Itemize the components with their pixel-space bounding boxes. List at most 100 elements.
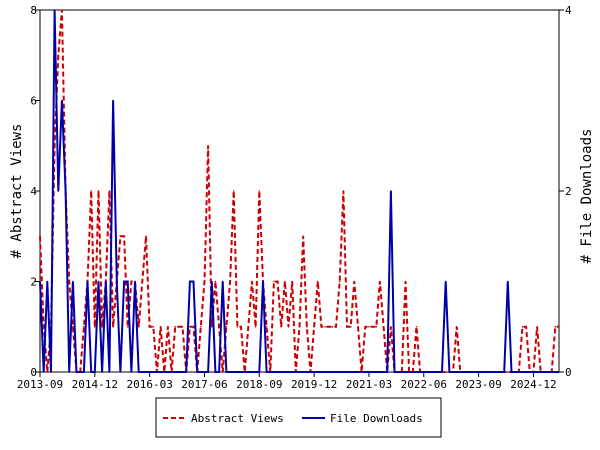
x-tick-label-7: 2022-06 <box>401 378 447 391</box>
point-abstract-views-76 <box>317 280 319 283</box>
point-abstract-views-132 <box>521 326 524 328</box>
point-file-downloads-114 <box>455 371 458 373</box>
point-abstract-views-12 <box>83 326 85 328</box>
point-file-downloads-66 <box>280 371 283 373</box>
point-file-downloads-65 <box>276 371 279 373</box>
point-file-downloads-7 <box>64 190 67 192</box>
point-abstract-views-46 <box>207 145 209 147</box>
point-abstract-views-24 <box>126 326 129 328</box>
point-file-downloads-68 <box>287 371 290 373</box>
point-file-downloads-80 <box>331 371 334 373</box>
point-file-downloads-93 <box>379 371 381 373</box>
point-file-downloads-81 <box>335 371 337 373</box>
point-file-downloads-106 <box>426 371 429 373</box>
point-abstract-views-8 <box>68 280 70 283</box>
point-file-downloads-123 <box>488 371 491 373</box>
point-file-downloads-23 <box>123 280 125 283</box>
point-file-downloads-122 <box>485 371 487 373</box>
point-file-downloads-139 <box>547 371 549 373</box>
point-abstract-views-47 <box>211 326 213 328</box>
point-abstract-views-64 <box>273 280 275 283</box>
point-abstract-views-25 <box>130 280 133 283</box>
point-abstract-views-84 <box>346 326 348 328</box>
point-file-downloads-14 <box>90 371 92 373</box>
point-file-downloads-129 <box>510 371 513 373</box>
point-abstract-views-42 <box>192 326 195 328</box>
point-file-downloads-70 <box>295 371 297 373</box>
point-abstract-views-33 <box>159 326 162 328</box>
y-right-tick-label-0: 0 <box>565 366 572 379</box>
y-axis-right-title: # File Downloads <box>579 129 595 264</box>
point-file-downloads-51 <box>225 371 228 373</box>
point-file-downloads-140 <box>550 371 553 373</box>
point-file-downloads-56 <box>243 371 246 373</box>
legend-label-abstract-views: Abstract Views <box>191 412 284 425</box>
point-file-downloads-28 <box>141 371 144 373</box>
point-file-downloads-112 <box>448 371 451 373</box>
point-abstract-views-45 <box>203 280 206 283</box>
point-abstract-views-52 <box>229 280 231 283</box>
point-file-downloads-103 <box>415 371 418 373</box>
point-abstract-views-57 <box>247 326 250 328</box>
point-abstract-views-62 <box>265 326 268 328</box>
point-file-downloads-97 <box>393 371 396 373</box>
point-file-downloads-46 <box>207 371 209 373</box>
point-file-downloads-52 <box>229 371 231 373</box>
point-abstract-views-38 <box>178 326 180 328</box>
point-file-downloads-121 <box>481 371 484 373</box>
point-file-downloads-47 <box>211 280 213 283</box>
point-file-downloads-36 <box>170 371 173 373</box>
point-file-downloads-113 <box>452 371 454 373</box>
point-file-downloads-126 <box>499 371 502 373</box>
point-abstract-views-28 <box>141 280 144 283</box>
point-file-downloads-29 <box>145 371 147 373</box>
point-file-downloads-133 <box>525 371 527 373</box>
point-file-downloads-53 <box>232 371 235 373</box>
point-abstract-views-39 <box>181 326 184 328</box>
point-abstract-views-1 <box>42 326 45 328</box>
y-left-tick-label-3: 6 <box>30 95 37 108</box>
point-abstract-views-111 <box>444 371 447 373</box>
point-file-downloads-100 <box>404 371 407 373</box>
point-abstract-views-114 <box>455 326 458 328</box>
point-file-downloads-107 <box>430 371 432 373</box>
point-file-downloads-21 <box>116 280 118 283</box>
point-abstract-views-96 <box>390 326 392 328</box>
point-file-downloads-3 <box>50 371 52 373</box>
point-file-downloads-96 <box>390 190 392 192</box>
point-abstract-views-44 <box>200 326 202 328</box>
point-file-downloads-39 <box>181 371 184 373</box>
point-file-downloads-13 <box>86 280 89 283</box>
point-abstract-views-85 <box>349 326 352 328</box>
point-abstract-views-31 <box>152 326 155 328</box>
point-abstract-views-20 <box>112 326 114 328</box>
point-abstract-views-69 <box>291 280 294 283</box>
point-file-downloads-125 <box>496 371 498 373</box>
x-tick-label-3: 2017-06 <box>181 378 227 391</box>
point-abstract-views-41 <box>189 326 191 328</box>
point-file-downloads-25 <box>130 371 133 373</box>
point-file-downloads-54 <box>236 371 239 373</box>
legend: Abstract Views File Downloads <box>155 397 442 438</box>
point-file-downloads-127 <box>503 371 506 373</box>
point-file-downloads-63 <box>269 371 272 373</box>
point-abstract-views-22 <box>119 235 122 238</box>
point-abstract-views-16 <box>97 190 100 192</box>
point-file-downloads-35 <box>167 371 169 373</box>
point-abstract-views-49 <box>218 326 220 328</box>
point-file-downloads-87 <box>357 371 359 373</box>
point-file-downloads-131 <box>518 371 520 373</box>
point-abstract-views-128 <box>507 371 509 373</box>
point-file-downloads-34 <box>163 371 166 373</box>
y-axis-right: 0 2 4 <box>559 4 572 379</box>
point-file-downloads-118 <box>470 371 473 373</box>
point-file-downloads-67 <box>284 371 286 373</box>
point-abstract-views-2 <box>46 371 49 373</box>
point-file-downloads-79 <box>327 371 330 373</box>
point-file-downloads-12 <box>83 371 85 373</box>
point-file-downloads-62 <box>265 371 268 373</box>
point-abstract-views-30 <box>148 326 151 328</box>
point-abstract-views-79 <box>327 326 330 328</box>
point-file-downloads-138 <box>543 371 546 373</box>
